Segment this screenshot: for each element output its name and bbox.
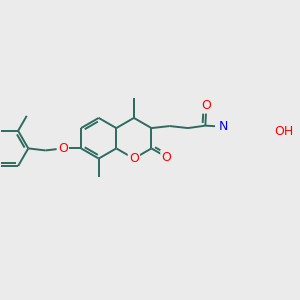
Text: O: O xyxy=(161,151,171,164)
Text: O: O xyxy=(58,142,68,155)
Text: O: O xyxy=(201,99,211,112)
Text: O: O xyxy=(129,152,139,165)
Text: OH: OH xyxy=(274,125,294,138)
Text: N: N xyxy=(218,120,228,133)
